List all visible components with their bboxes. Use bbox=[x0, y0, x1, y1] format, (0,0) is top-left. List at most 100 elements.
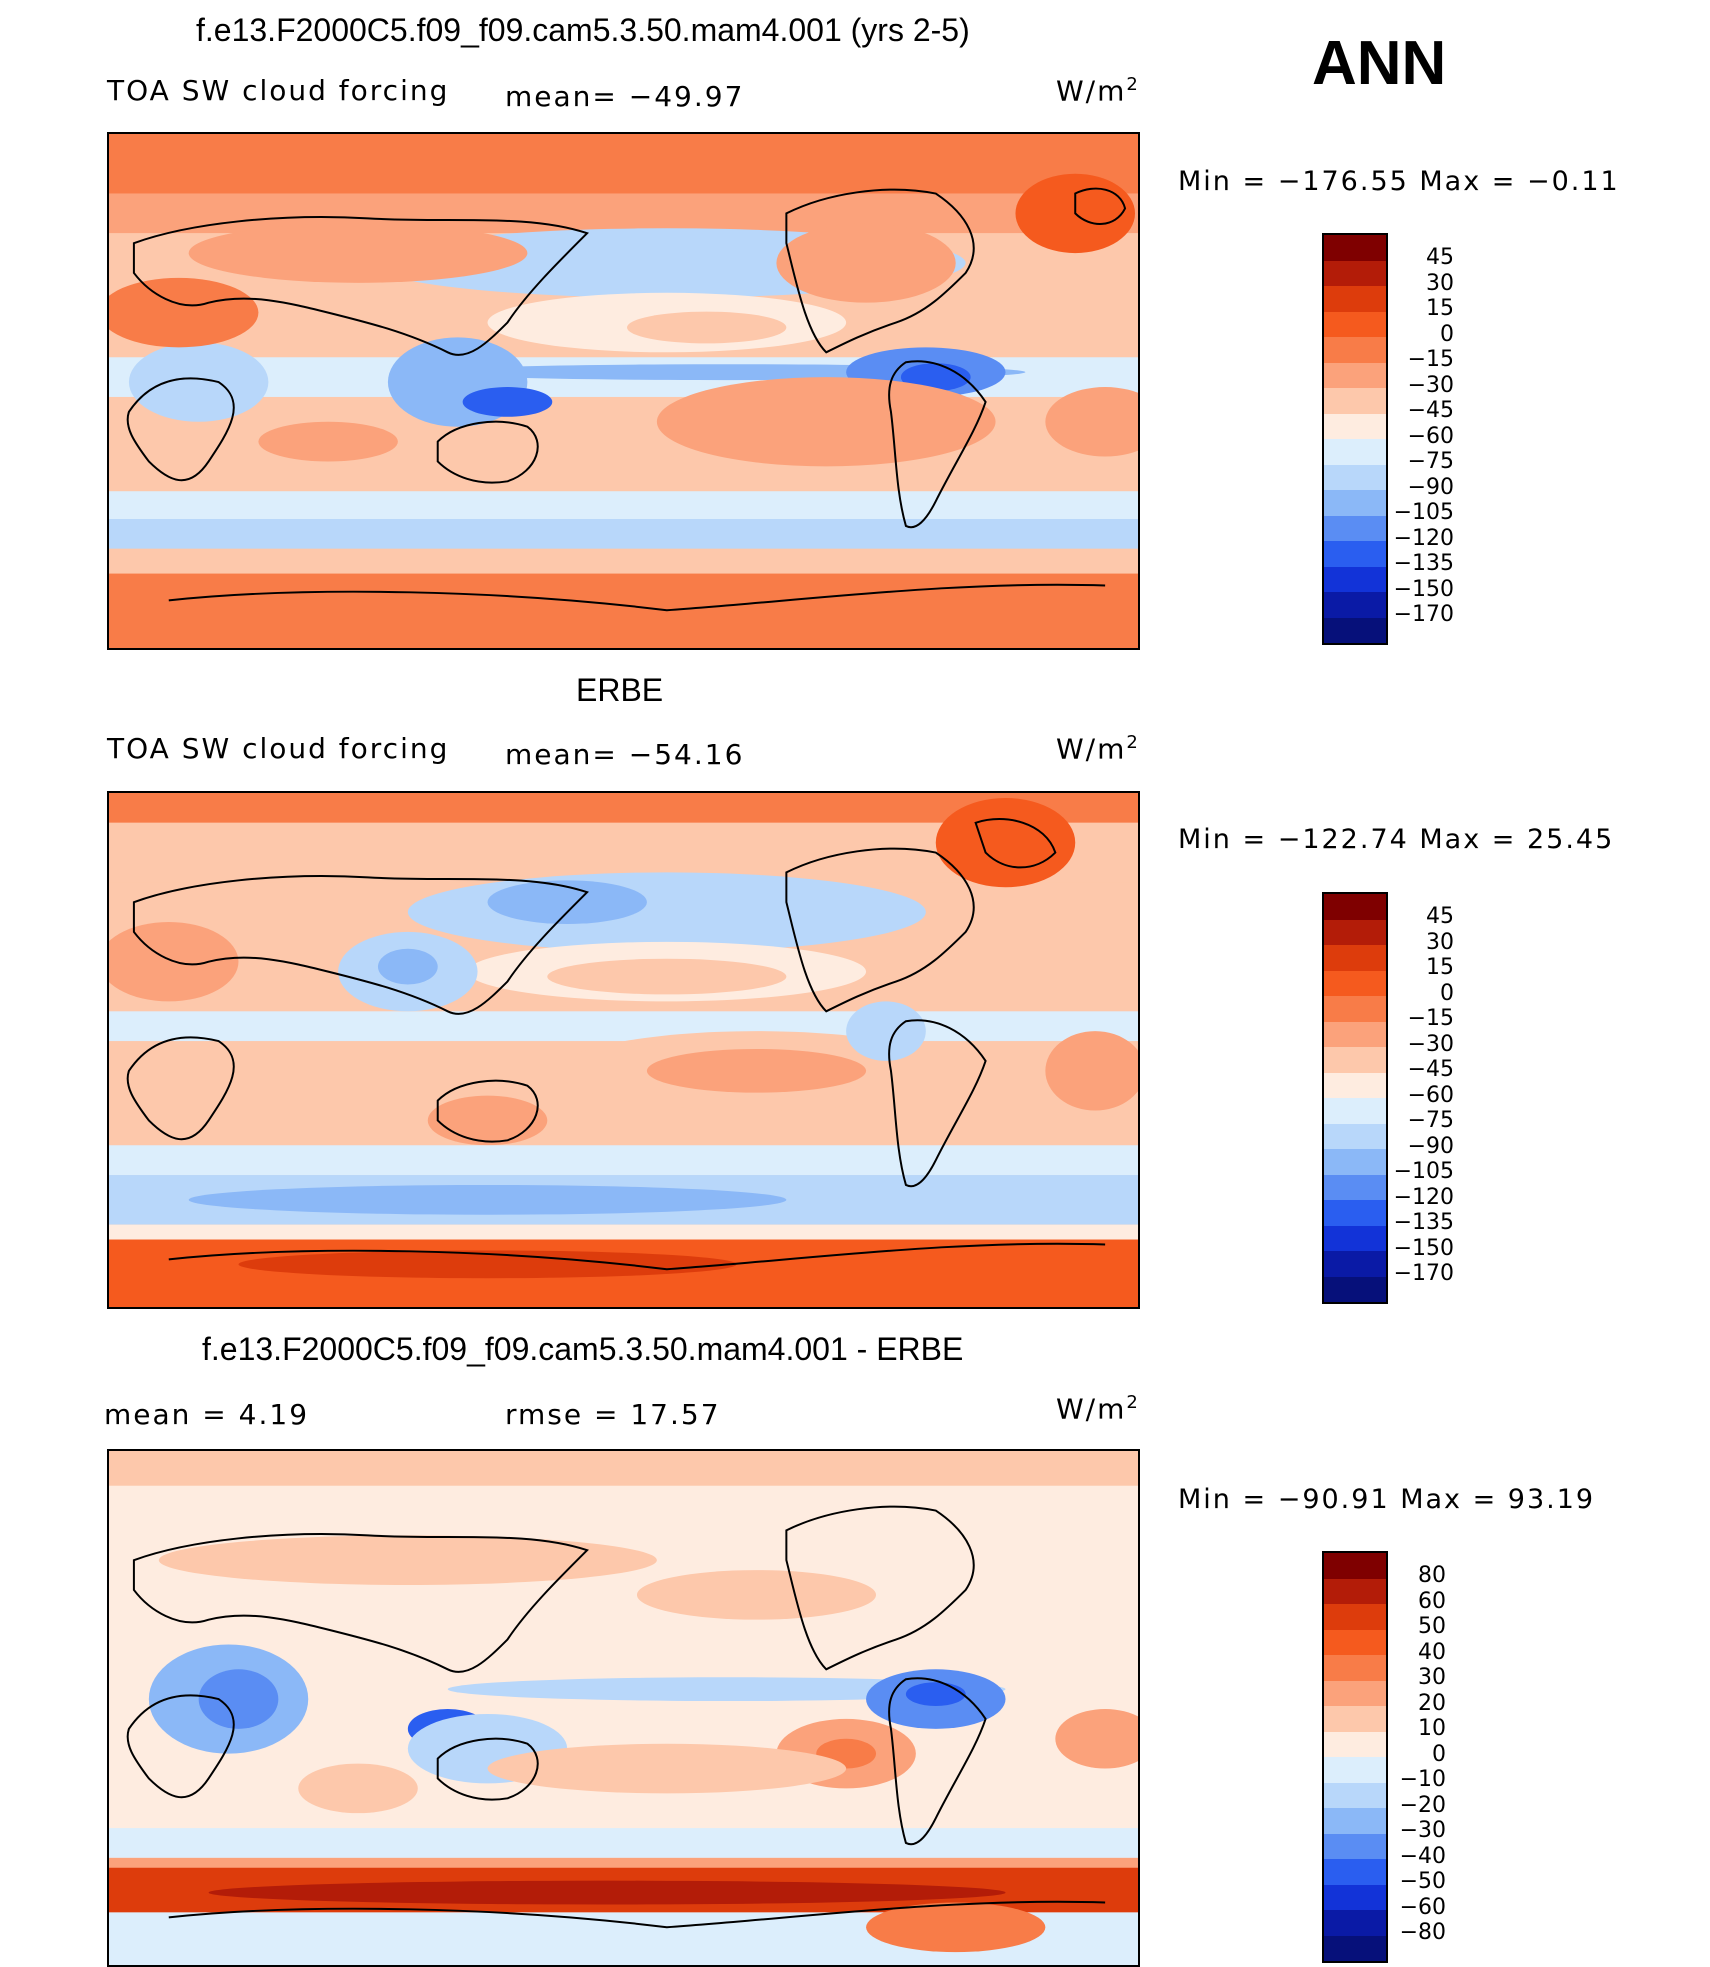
colorbar-label: −170 bbox=[1393, 602, 1454, 627]
panel1-variable: TOA SW cloud forcing bbox=[107, 74, 450, 107]
panel3-title: f.e13.F2000C5.f09_f09.cam5.3.50.mam4.001… bbox=[202, 1331, 964, 1367]
colorbar-label: −135 bbox=[1393, 551, 1454, 576]
colorbar-segment bbox=[1324, 541, 1386, 567]
colorbar-segment bbox=[1324, 1833, 1386, 1859]
colorbar-label: −15 bbox=[1407, 1006, 1454, 1031]
colorbar-segment bbox=[1324, 1910, 1386, 1936]
colorbar-label: 20 bbox=[1418, 1691, 1446, 1716]
colorbar-segment bbox=[1324, 311, 1386, 337]
colorbar-segment bbox=[1324, 1884, 1386, 1910]
colorbar-segment bbox=[1324, 1123, 1386, 1149]
season-label: ANN bbox=[1312, 29, 1447, 98]
colorbar-segment bbox=[1324, 970, 1386, 996]
colorbar-segment bbox=[1324, 617, 1386, 643]
colorbar-segment bbox=[1324, 1047, 1386, 1073]
colorbar-label: 0 bbox=[1440, 981, 1454, 1006]
colorbar-segment bbox=[1324, 945, 1386, 971]
panel1-units: W/m2 bbox=[1056, 74, 1140, 108]
panel2-variable: TOA SW cloud forcing bbox=[107, 732, 450, 765]
colorbar-label: −10 bbox=[1399, 1767, 1446, 1792]
colorbar-label: 40 bbox=[1418, 1640, 1446, 1665]
colorbar-segment bbox=[1324, 362, 1386, 388]
colorbar-segment bbox=[1324, 1225, 1386, 1251]
colorbar-label: −30 bbox=[1407, 373, 1454, 398]
colorbar-label: 45 bbox=[1426, 904, 1454, 929]
colorbar-label: −80 bbox=[1399, 1920, 1446, 1945]
colorbar-label: −90 bbox=[1407, 475, 1454, 500]
panel3-rmse: rmse = 17.57 bbox=[505, 1398, 721, 1431]
colorbar-label: 30 bbox=[1418, 1665, 1446, 1690]
colorbar-label: −120 bbox=[1393, 1185, 1454, 1210]
panel3-map bbox=[107, 1449, 1140, 1967]
colorbar-label: −105 bbox=[1393, 500, 1454, 525]
colorbar-segment bbox=[1324, 490, 1386, 516]
panel1-mean: mean= −49.97 bbox=[505, 80, 745, 113]
colorbar-label: −30 bbox=[1399, 1818, 1446, 1843]
colorbar-segment bbox=[1324, 1200, 1386, 1226]
colorbar-label: −135 bbox=[1393, 1210, 1454, 1235]
colorbar-label: −50 bbox=[1399, 1869, 1446, 1894]
colorbar-label: 60 bbox=[1418, 1589, 1446, 1614]
colorbar-segment bbox=[1324, 1174, 1386, 1200]
colorbar-segment bbox=[1324, 413, 1386, 439]
colorbar-segment bbox=[1324, 1578, 1386, 1604]
panel3-minmax: Min = −90.91 Max = 93.19 bbox=[1178, 1484, 1596, 1515]
colorbar-segment bbox=[1324, 1072, 1386, 1098]
colorbar-segment bbox=[1324, 515, 1386, 541]
colorbar-segment bbox=[1324, 286, 1386, 312]
colorbar-label: 15 bbox=[1426, 296, 1454, 321]
panel1-map bbox=[107, 132, 1140, 650]
colorbar-segment bbox=[1324, 1935, 1386, 1961]
colorbar-segment bbox=[1324, 1149, 1386, 1175]
colorbar-label: −45 bbox=[1407, 398, 1454, 423]
colorbar-segment bbox=[1324, 1859, 1386, 1885]
colorbar-label: −75 bbox=[1407, 1108, 1454, 1133]
colorbar-segment bbox=[1324, 1808, 1386, 1834]
colorbar-segment bbox=[1324, 388, 1386, 414]
colorbar-label: −150 bbox=[1393, 1236, 1454, 1261]
colorbar-label: −75 bbox=[1407, 449, 1454, 474]
panel2-colorbar bbox=[1322, 892, 1388, 1304]
colorbar-label: 10 bbox=[1418, 1716, 1446, 1741]
colorbar-label: −40 bbox=[1399, 1844, 1446, 1869]
colorbar-label: −60 bbox=[1407, 1083, 1454, 1108]
colorbar-segment bbox=[1324, 1680, 1386, 1706]
colorbar-segment bbox=[1324, 439, 1386, 465]
colorbar-segment bbox=[1324, 996, 1386, 1022]
colorbar-label: −105 bbox=[1393, 1159, 1454, 1184]
colorbar-label: 30 bbox=[1426, 930, 1454, 955]
panel2-title: ERBE bbox=[576, 672, 664, 708]
colorbar-segment bbox=[1324, 1629, 1386, 1655]
colorbar-label: 30 bbox=[1426, 271, 1454, 296]
colorbar-label: −20 bbox=[1399, 1793, 1446, 1818]
colorbar-segment bbox=[1324, 1655, 1386, 1681]
colorbar-label: 0 bbox=[1440, 322, 1454, 347]
colorbar-label: −15 bbox=[1407, 347, 1454, 372]
panel1-colorbar bbox=[1322, 233, 1388, 645]
colorbar-segment bbox=[1324, 1604, 1386, 1630]
colorbar-label: −170 bbox=[1393, 1261, 1454, 1286]
colorbar-label: −150 bbox=[1393, 577, 1454, 602]
colorbar-label: 80 bbox=[1418, 1563, 1446, 1588]
panel2-mean: mean= −54.16 bbox=[505, 738, 745, 771]
colorbar-segment bbox=[1324, 1251, 1386, 1277]
panel1-title: f.e13.F2000C5.f09_f09.cam5.3.50.mam4.001… bbox=[196, 12, 970, 48]
colorbar-segment bbox=[1324, 1757, 1386, 1783]
colorbar-segment bbox=[1324, 592, 1386, 618]
colorbar-label: −120 bbox=[1393, 526, 1454, 551]
colorbar-segment bbox=[1324, 919, 1386, 945]
colorbar-segment bbox=[1324, 1276, 1386, 1302]
colorbar-segment bbox=[1324, 566, 1386, 592]
colorbar-label: −45 bbox=[1407, 1057, 1454, 1082]
colorbar-label: −60 bbox=[1399, 1895, 1446, 1920]
colorbar-label: 45 bbox=[1426, 245, 1454, 270]
colorbar-segment bbox=[1324, 1731, 1386, 1757]
panel2-map bbox=[107, 791, 1140, 1309]
panel3-colorbar bbox=[1322, 1551, 1388, 1963]
colorbar-segment bbox=[1324, 464, 1386, 490]
colorbar-segment bbox=[1324, 260, 1386, 286]
colorbar-segment bbox=[1324, 1021, 1386, 1047]
colorbar-label: 15 bbox=[1426, 955, 1454, 980]
colorbar-segment bbox=[1324, 1706, 1386, 1732]
colorbar-segment bbox=[1324, 337, 1386, 363]
